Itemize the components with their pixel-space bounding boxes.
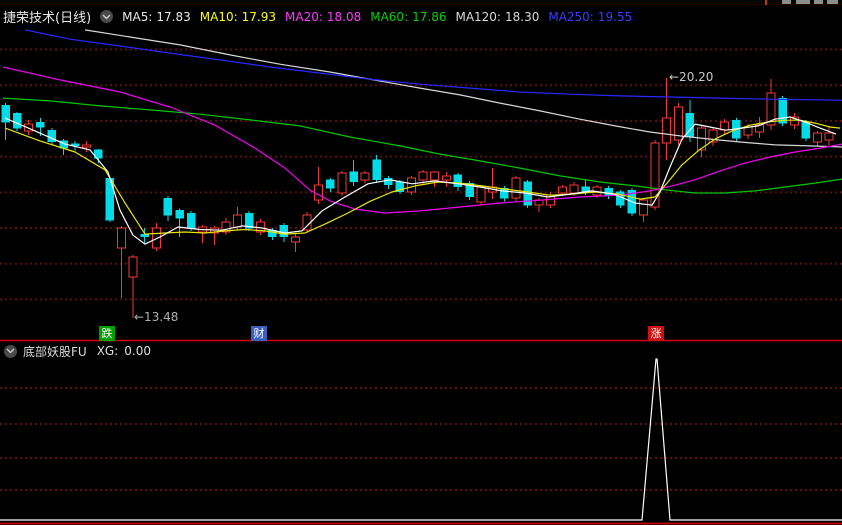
low-price-annotation: ←13.48 (134, 310, 179, 324)
chevron-down-icon[interactable] (100, 10, 114, 23)
ma60-label: MA60: (370, 9, 409, 24)
window-control-remnant (814, 0, 823, 4)
ma60-value: 17.86 (412, 9, 447, 24)
red-border-tick (765, 0, 767, 5)
ma250-legend: MA250: 19.55 (548, 10, 632, 24)
window-control-remnant (782, 0, 791, 4)
marker-cai-finance: 财 (251, 326, 267, 341)
chevron-down-icon[interactable] (4, 344, 17, 358)
marker-die-fall: 跌 (99, 326, 115, 341)
ma20-legend: MA20: 18.08 (285, 10, 361, 24)
ma20-value: 18.08 (326, 9, 362, 24)
window-control-remnant (796, 0, 810, 4)
ma60-legend: MA60: 17.86 (370, 10, 446, 24)
ma250-value: 19.55 (597, 9, 633, 24)
stock-title: 捷荣技术(日线) (3, 11, 92, 26)
ma10-legend: MA10: 17.93 (200, 10, 276, 24)
ma20-label: MA20: (285, 9, 323, 24)
marker-zhang-rise: 涨 (648, 326, 664, 341)
ma5-legend: MA5: 17.83 (122, 10, 191, 24)
high-price-annotation: ←20.20 (669, 70, 714, 84)
chart-header-bar: 捷荣技术(日线) MA5: 17.83 MA10: 17.93 MA20: 18… (0, 5, 842, 28)
ma10-value: 17.93 (241, 9, 276, 24)
xg-signal-value: 0.00 (124, 344, 151, 358)
sub-indicator-name: 底部妖股FU (23, 344, 87, 359)
xg-signal-label: XG: (96, 344, 119, 358)
ma5-label: MA5: (122, 9, 153, 24)
ma120-value: 18.30 (504, 9, 540, 24)
window-top-remnant-strip (0, 0, 842, 5)
window-control-remnant (827, 0, 838, 4)
sub-indicator-header: 底部妖股FU XG: 0.00 (0, 343, 842, 359)
ma5-value: 17.83 (156, 9, 191, 24)
ma120-legend: MA120: 18.30 (455, 10, 539, 24)
ma250-label: MA250: (548, 9, 594, 24)
ma10-label: MA10: (199, 9, 238, 24)
ma120-label: MA120: (455, 9, 501, 24)
